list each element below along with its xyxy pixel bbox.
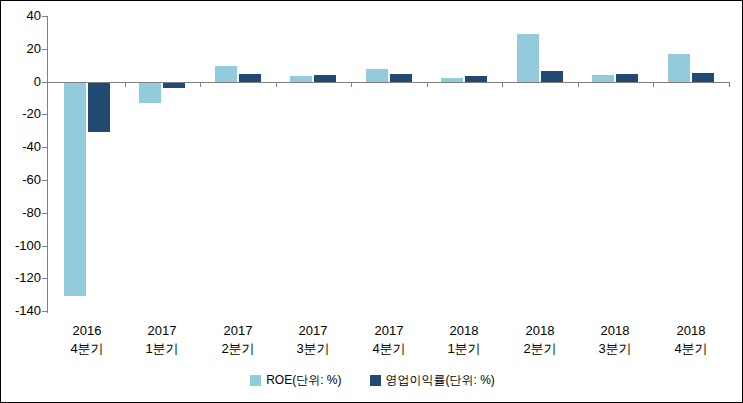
legend-item-operating-margin: 영업이익률(단위: %) — [370, 373, 495, 387]
roe-legend-swatch-icon — [250, 375, 261, 386]
x-axis-quarter-label: 1분기 — [428, 341, 500, 357]
roe-bar-8 — [668, 54, 690, 82]
x-axis-year-label: 2017 — [353, 323, 425, 339]
op-margin-bar-2 — [239, 74, 261, 82]
y-axis-tick-label: -80 — [1, 205, 41, 221]
y-axis-tick — [42, 278, 47, 279]
x-axis-quarter-label: 1분기 — [126, 341, 198, 357]
y-axis-tick-label: -120 — [1, 270, 41, 286]
legend: ROE(단위: %) 영업이익률(단위: %) — [1, 373, 743, 387]
x-axis-quarter-label: 3분기 — [277, 341, 349, 357]
x-axis-tick — [200, 82, 201, 87]
y-axis-tick-label: 20 — [1, 41, 41, 57]
legend-item-roe: ROE(단위: %) — [250, 373, 341, 387]
op-margin-bar-7 — [616, 74, 638, 82]
x-axis-tick — [276, 82, 277, 87]
y-axis-tick — [42, 246, 47, 247]
roe-bar-0 — [64, 83, 86, 296]
y-axis-tick-label: -140 — [1, 303, 41, 319]
y-axis-tick — [42, 147, 47, 148]
x-axis-quarter-label: 4분기 — [655, 341, 727, 357]
x-axis-quarter-label: 4분기 — [353, 341, 425, 357]
op-margin-bar-1 — [163, 83, 185, 88]
y-axis-tick-label: -100 — [1, 238, 41, 254]
chart-window: 40200-20-40-60-80-100-120-14020164분기2017… — [0, 0, 743, 403]
op-margin-bar-6 — [541, 71, 563, 82]
y-axis-tick-label: -60 — [1, 172, 41, 188]
y-axis-tick — [42, 311, 47, 312]
y-axis-tick-label: -40 — [1, 139, 41, 155]
y-axis-tick — [42, 82, 47, 83]
y-axis-tick — [42, 213, 47, 214]
x-axis-year-label: 2017 — [126, 323, 198, 339]
x-axis-tick — [351, 82, 352, 87]
x-axis-tick — [427, 82, 428, 87]
y-axis-tick — [42, 180, 47, 181]
roe-bar-6 — [517, 34, 539, 82]
roe-bar-7 — [592, 75, 614, 82]
x-axis-tick — [502, 82, 503, 87]
roe-bar-3 — [290, 76, 312, 82]
roe-legend-label: ROE(단위: %) — [266, 373, 341, 387]
op-margin-bar-5 — [465, 76, 487, 82]
x-axis-tick — [729, 82, 730, 87]
operating-margin-legend-label: 영업이익률(단위: %) — [386, 373, 495, 387]
roe-bar-5 — [441, 78, 463, 82]
x-axis-year-label: 2016 — [51, 323, 123, 339]
op-margin-bar-3 — [314, 75, 336, 82]
y-axis-line — [47, 16, 48, 313]
x-axis-year-label: 2017 — [277, 323, 349, 339]
roe-bar-1 — [139, 83, 161, 103]
y-axis-tick-label: 40 — [1, 8, 41, 24]
x-axis-tick — [653, 82, 654, 87]
x-axis-quarter-label: 3분기 — [579, 341, 651, 357]
x-axis-quarter-label: 4분기 — [51, 341, 123, 357]
y-axis-tick — [42, 16, 47, 17]
y-axis-tick-label: -20 — [1, 106, 41, 122]
x-axis-year-label: 2018 — [504, 323, 576, 339]
op-margin-bar-8 — [692, 73, 714, 82]
x-axis-year-label: 2017 — [202, 323, 274, 339]
x-axis-tick — [578, 82, 579, 87]
x-axis-quarter-label: 2분기 — [202, 341, 274, 357]
x-axis-year-label: 2018 — [428, 323, 500, 339]
x-axis-year-label: 2018 — [655, 323, 727, 339]
y-axis-tick — [42, 114, 47, 115]
operating-margin-legend-swatch-icon — [370, 375, 381, 386]
plot-area: 40200-20-40-60-80-100-120-14020164분기2017… — [1, 1, 743, 403]
x-axis-tick — [125, 82, 126, 87]
x-axis-quarter-label: 2분기 — [504, 341, 576, 357]
roe-bar-4 — [366, 69, 388, 82]
roe-bar-2 — [215, 66, 237, 82]
op-margin-bar-0 — [88, 83, 110, 132]
y-axis-tick-label: 0 — [1, 74, 41, 90]
x-axis-year-label: 2018 — [579, 323, 651, 339]
op-margin-bar-4 — [390, 74, 412, 82]
y-axis-tick — [42, 49, 47, 50]
